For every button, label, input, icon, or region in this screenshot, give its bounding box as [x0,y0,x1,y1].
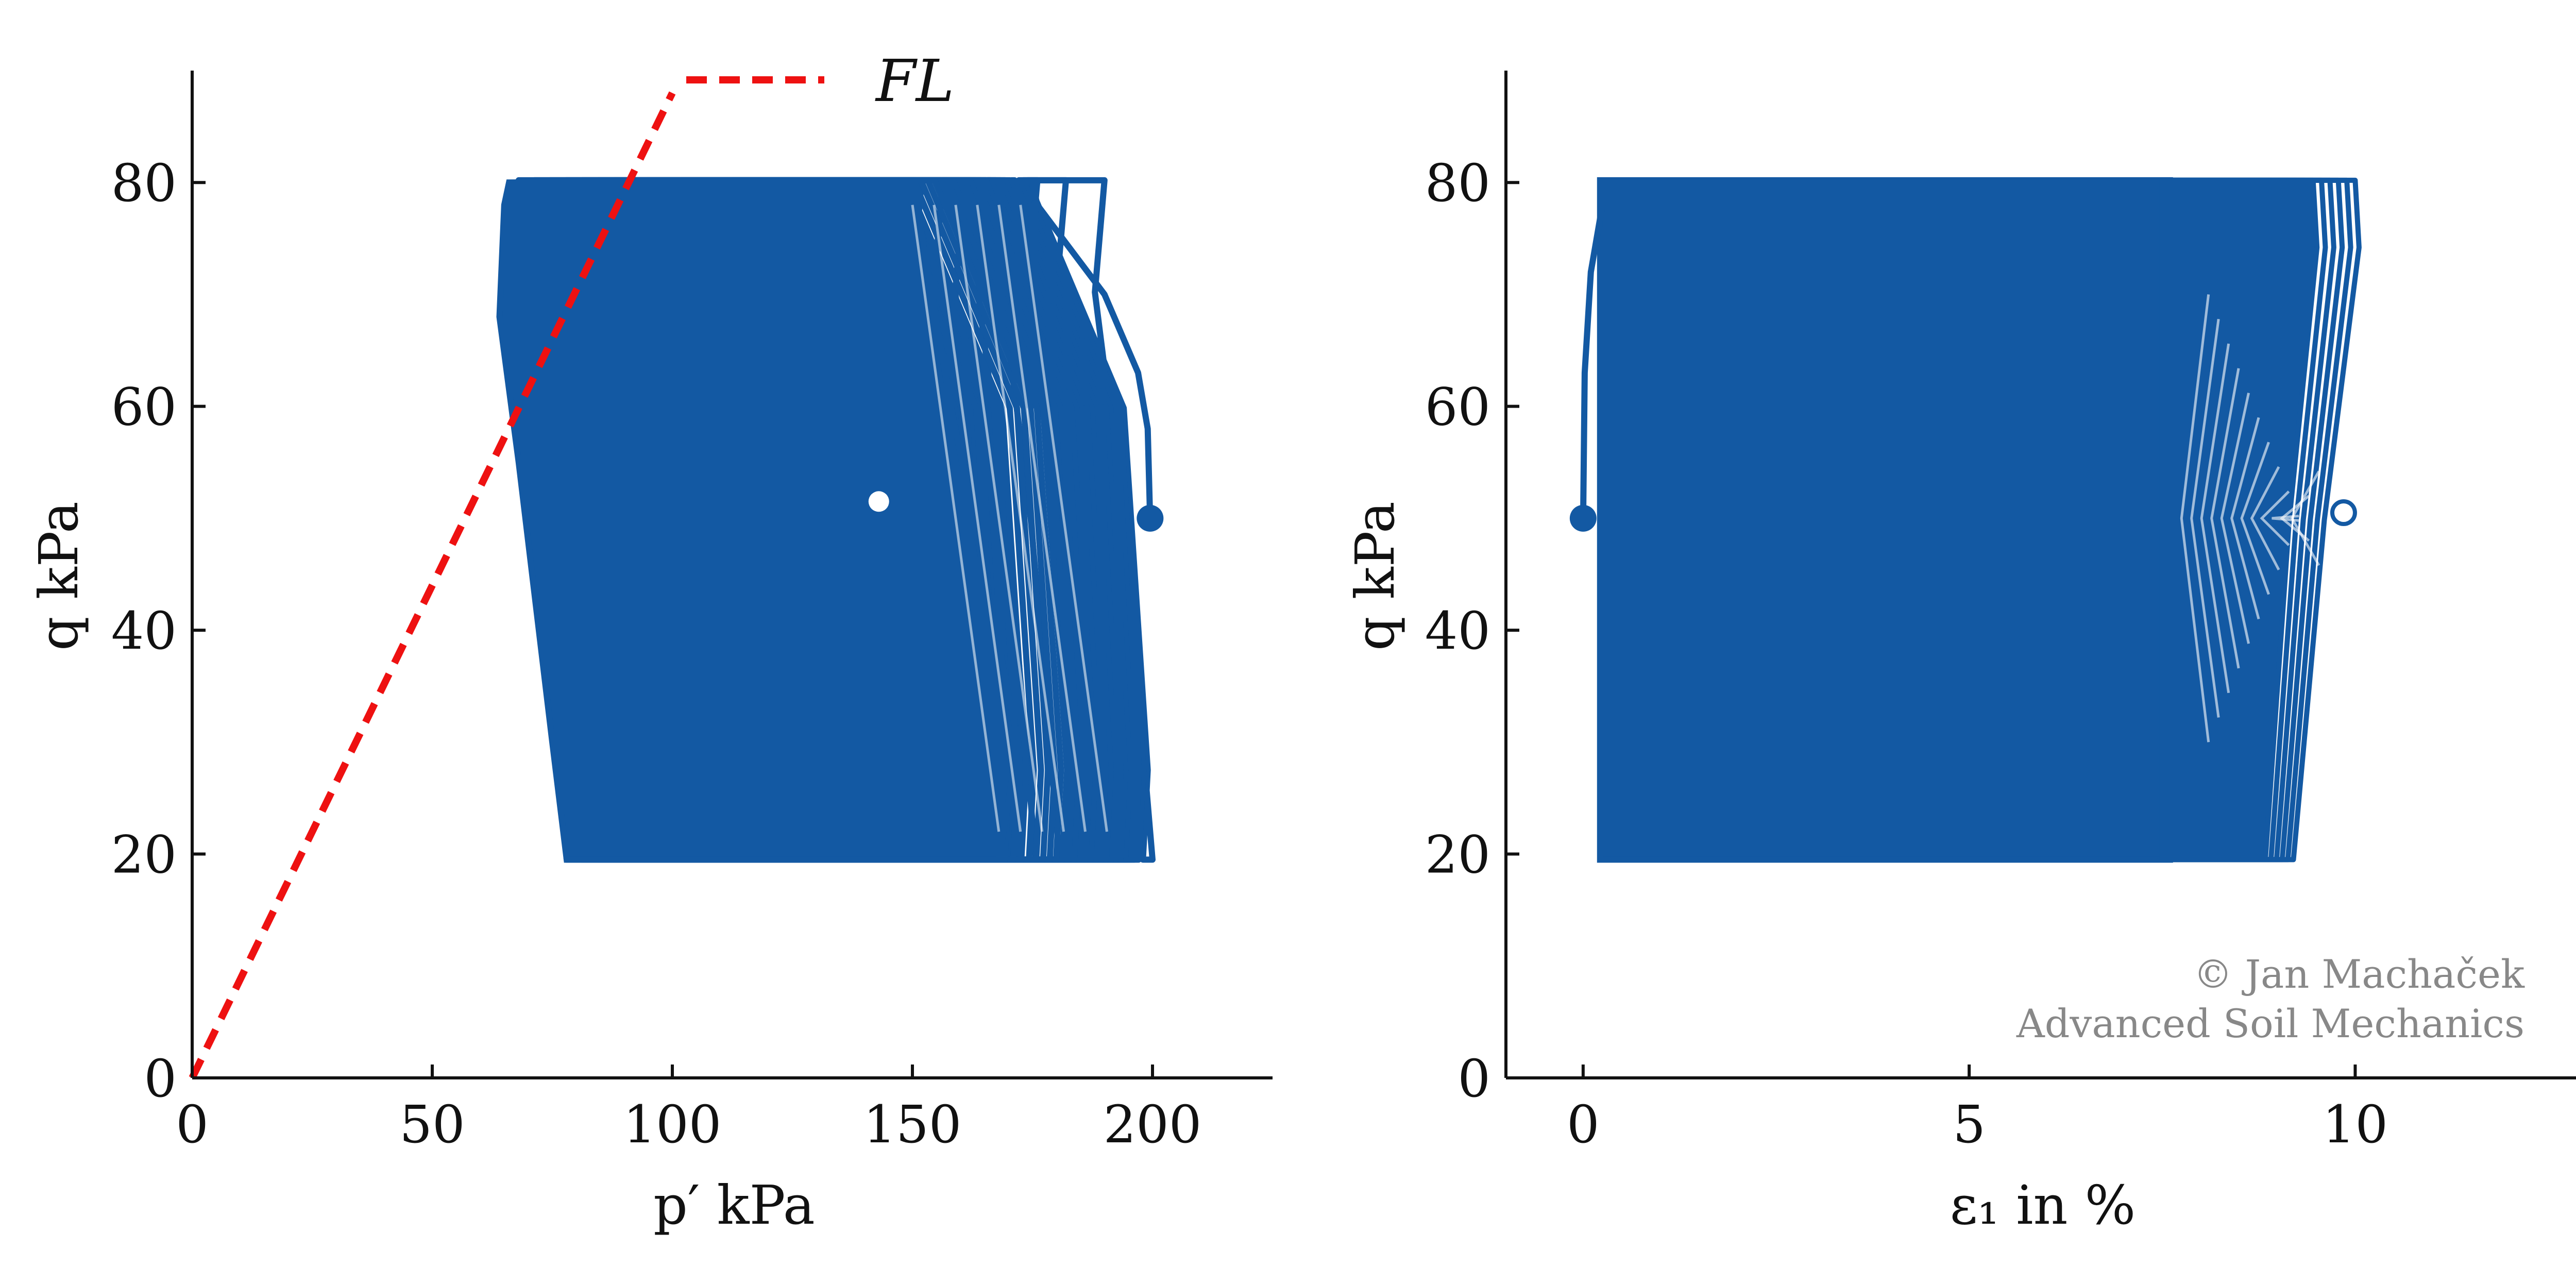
y-tick-label: 60 [1425,377,1490,437]
x-tick-label: 0 [176,1094,209,1155]
stress-path-loop-gap [997,205,1087,832]
strain-loop-gap [2190,318,2220,718]
stress-path-loops [496,177,1156,863]
stress-path-markers [189,91,1164,1080]
y-tick-label: 0 [1458,1049,1490,1109]
y-tick-label: 80 [1425,153,1490,213]
stress-path-loop-gap [976,205,1065,832]
strain-loop-gap [2210,368,2240,669]
strain-band-core [1597,177,2173,863]
stress-path-end-marker [868,491,889,512]
x-tick-label: 5 [1953,1094,1986,1155]
strain-loop-gap [2230,417,2260,620]
stress-path-panel: 0 50 100 150 200 0 20 40 60 80 p′ kPa q kPa FL [27,48,1273,1237]
x-tick-label: 150 [863,1094,962,1155]
x-tick-label: 50 [399,1094,465,1155]
stress-path-loop-gap [933,205,1022,832]
strain-loop-gap [2240,442,2270,595]
stress-path-loop-gap [954,205,1044,832]
stress-path-start-marker [1137,504,1164,532]
legend-failure-line-label: FL [875,48,954,115]
watermark-author: © Jan Machaček [2193,951,2525,997]
strain-loop-gap [2200,343,2230,694]
x-tick-label: 100 [623,1094,722,1155]
y-tick-label: 40 [111,601,177,661]
stress-path-y-ticks: 0 20 40 60 80 [111,153,206,1109]
y-tick-label: 80 [111,153,177,213]
stress-path-x-ticks: 0 50 100 150 200 [176,1065,1201,1155]
stress-path-initial-loading [1029,181,1154,519]
strain-loop-gap [2180,294,2210,742]
strain-y-axis-label: q kPa [1344,501,1406,651]
stress-path-core [496,177,1022,863]
strain-loop-gap [2290,470,2320,566]
failure-line [189,91,676,1080]
strain-start-marker [1569,504,1597,532]
x-tick-label: 0 [1567,1094,1600,1155]
y-tick-label: 20 [1425,825,1490,885]
strain-loop [2159,177,2362,863]
strain-loop-gap [2220,393,2250,644]
x-tick-label: 200 [1104,1094,1202,1155]
strain-axes [1504,71,2576,1079]
stress-path-y-axis-label: q kPa [27,501,90,651]
strain-loop-gap [2272,515,2299,522]
strain-x-ticks: 0 5 10 [1567,1065,2388,1155]
stress-path-loop-gap [911,205,1001,832]
strain-markers [1569,499,2357,532]
strain-end-marker [2330,499,2357,527]
strain-loop-gap [2250,466,2280,570]
strain-loop-gap [2260,491,2290,546]
stress-path-x-axis-label: p′ kPa [653,1174,815,1237]
strain-initial-loading [1580,181,1617,518]
strain-panel: 0 5 10 0 20 40 60 80 ε₁ in % q kPa © Jan Macha… [1344,71,2576,1237]
y-tick-label: 0 [144,1049,177,1109]
y-tick-label: 20 [111,825,177,885]
legend: FL [686,48,954,115]
y-tick-label: 40 [1425,601,1490,661]
stress-path-loop [1024,177,1156,863]
strain-y-ticks: 0 20 40 60 80 [1425,153,1519,1109]
y-tick-label: 60 [111,377,177,437]
stress-path-axes [191,71,1273,1079]
watermark-course: Advanced Soil Mechanics [2016,1001,2524,1046]
strain-x-axis-label: ε₁ in % [1950,1174,2136,1237]
x-tick-label: 10 [2323,1094,2388,1155]
strain-loops [1580,177,2362,863]
stress-path-loop-gap [1019,205,1108,832]
